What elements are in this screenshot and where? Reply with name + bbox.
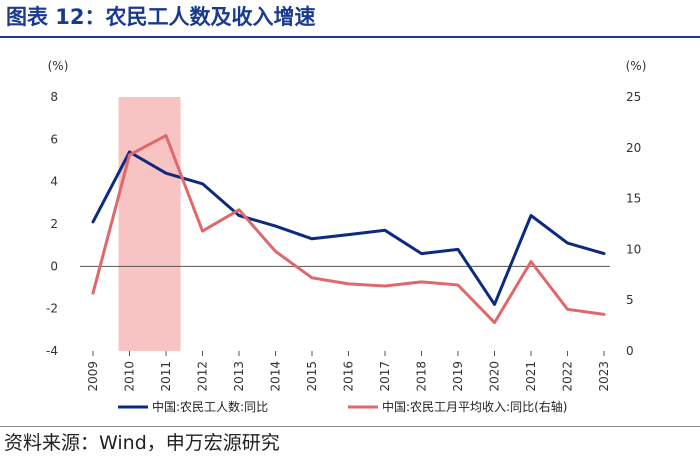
y-right-tick-label: 5 bbox=[626, 293, 634, 307]
x-tick-label: 2012 bbox=[196, 361, 210, 392]
x-tick-label: 2017 bbox=[378, 361, 392, 392]
x-tick-label: 2023 bbox=[597, 361, 611, 392]
y-left-tick-label: -4 bbox=[46, 344, 58, 358]
x-tick-label: 2014 bbox=[269, 361, 283, 392]
chart: -4 -2 0 2 4 6 8 (%) 0 5 10 15 20 25 (%) 2009 2010 2011 201… bbox=[46, 59, 647, 414]
y-right-tick-label: 0 bbox=[626, 344, 634, 358]
x-tick-label: 2022 bbox=[561, 361, 575, 392]
x-tick-label: 2016 bbox=[342, 361, 356, 392]
source-divider bbox=[0, 426, 700, 427]
x-tick-label: 2019 bbox=[451, 361, 465, 392]
highlight-band bbox=[118, 97, 181, 351]
y-left-tick-label: 4 bbox=[50, 175, 58, 189]
x-tick-label: 2010 bbox=[123, 361, 137, 392]
x-tick-label: 2013 bbox=[232, 361, 246, 392]
y-right-unit-label: (%) bbox=[626, 59, 647, 73]
x-tick-label: 2015 bbox=[305, 361, 319, 392]
y-left-tick-label: -2 bbox=[46, 302, 58, 316]
legend-label-income: 中国:农民工月平均收入:同比(右轴) bbox=[382, 399, 567, 414]
y-left-tick-label: 0 bbox=[50, 259, 58, 273]
y-right-tick-label: 10 bbox=[626, 242, 641, 256]
y-left-unit-label: (%) bbox=[48, 59, 69, 73]
x-tick-label: 2021 bbox=[524, 361, 538, 392]
x-tick-label: 2011 bbox=[159, 361, 173, 392]
y-left-tick-label: 2 bbox=[50, 217, 58, 231]
x-tick-label: 2018 bbox=[415, 361, 429, 392]
y-right-tick-label: 15 bbox=[626, 192, 641, 206]
figure-title: 图表 12：农民工人数及收入增速 bbox=[6, 5, 316, 29]
x-tick-label: 2009 bbox=[86, 361, 100, 392]
y-left-tick-label: 8 bbox=[50, 90, 58, 104]
x-tick-label: 2020 bbox=[488, 361, 502, 392]
y-right-tick-label: 20 bbox=[626, 141, 641, 155]
legend-label-workers: 中国:农民工人数:同比 bbox=[152, 399, 268, 414]
series-line-workers bbox=[91, 150, 606, 306]
y-right-tick-label: 25 bbox=[626, 90, 641, 104]
title-divider bbox=[0, 36, 700, 38]
series-line-income bbox=[91, 134, 606, 325]
y-left-tick-label: 6 bbox=[50, 132, 58, 146]
source-note: 资料来源：Wind，申万宏源研究 bbox=[4, 432, 280, 454]
